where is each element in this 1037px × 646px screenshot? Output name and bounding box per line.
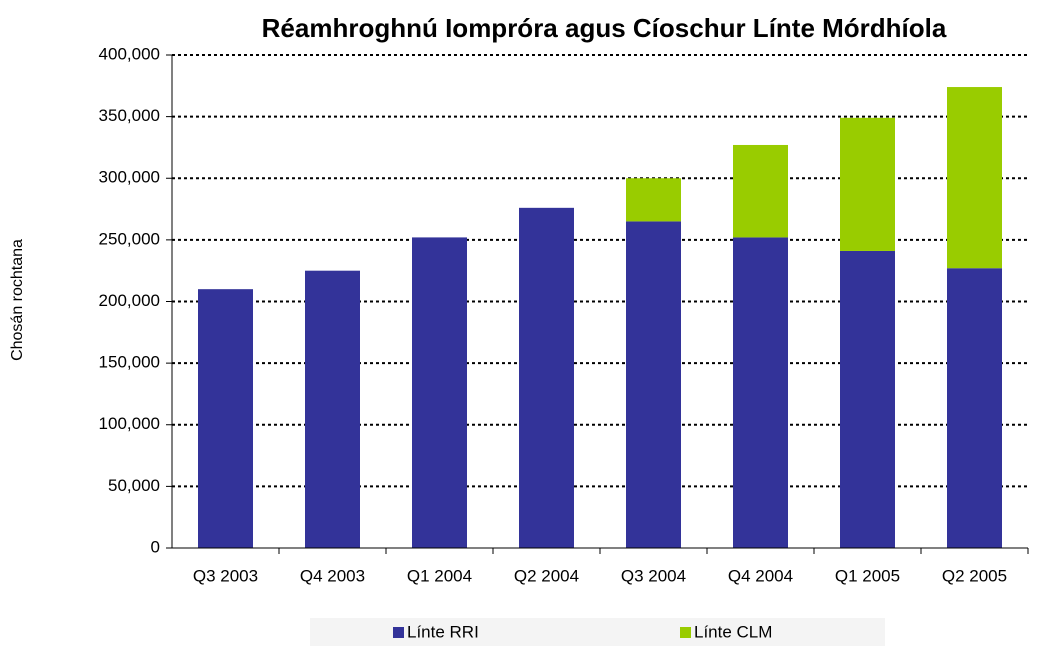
legend-swatch: [393, 627, 404, 638]
x-tick-label: Q4 2004: [728, 566, 793, 585]
bar: [947, 87, 1002, 269]
legend-box: [310, 618, 885, 646]
y-tick-label: 100,000: [99, 414, 160, 433]
bar: [305, 270, 360, 548]
x-tick-label: Q3 2003: [193, 566, 258, 585]
x-tick-label: Q1 2004: [407, 566, 472, 585]
y-tick-label: 0: [151, 537, 160, 556]
chart-title: Réamhroghnú Iompróra agus Cíoschur Línte…: [262, 13, 947, 43]
bar: [198, 289, 253, 548]
bar: [626, 178, 681, 222]
y-tick-label: 200,000: [99, 291, 160, 310]
y-tick-label: 150,000: [99, 353, 160, 372]
x-tick-label: Q2 2004: [514, 566, 579, 585]
bar: [626, 221, 681, 548]
legend-label: Línte RRI: [407, 622, 479, 641]
y-tick-label: 350,000: [99, 106, 160, 125]
legend-swatch: [680, 627, 691, 638]
y-tick-label: 400,000: [99, 44, 160, 63]
x-tick-label: Q4 2003: [300, 566, 365, 585]
bar: [733, 144, 788, 238]
legend-label: Línte CLM: [694, 622, 772, 641]
y-tick-label: 250,000: [99, 229, 160, 248]
x-tick-label: Q2 2005: [942, 566, 1007, 585]
y-tick-label: 50,000: [108, 476, 160, 495]
bar: [840, 117, 895, 251]
bar: [519, 207, 574, 548]
y-tick-label: 300,000: [99, 168, 160, 187]
bar: [947, 268, 1002, 548]
bar: [412, 237, 467, 548]
x-tick-label: Q3 2004: [621, 566, 686, 585]
bar: [840, 250, 895, 548]
y-axis-label: Chosán rochtana: [9, 239, 26, 361]
x-tick-label: Q1 2005: [835, 566, 900, 585]
bar: [733, 237, 788, 548]
